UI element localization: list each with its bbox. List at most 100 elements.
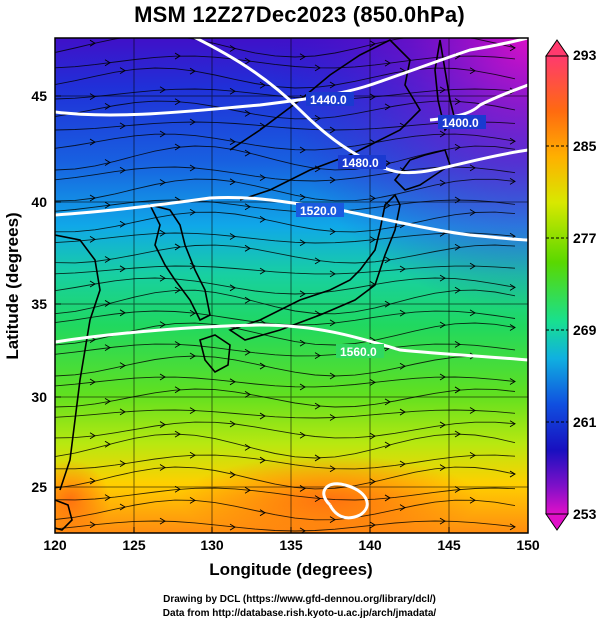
streamline-arrow [174, 286, 181, 294]
streamline-arrow [174, 52, 181, 60]
colorbar-bottom-arrow [545, 513, 569, 531]
streamline-arrow [104, 344, 111, 351]
streamline-arrow [299, 383, 306, 391]
streamline [55, 466, 516, 490]
streamline-arrow [399, 460, 406, 468]
streamline-arrow [174, 243, 181, 251]
streamline-arrow [509, 324, 516, 331]
streamline-arrow [329, 81, 336, 89]
streamline-arrow [439, 421, 446, 429]
streamline [55, 376, 516, 388]
streamline-arrow [509, 137, 516, 145]
streamline [55, 277, 516, 295]
streamline-arrow [259, 456, 266, 464]
credit-drawing: Drawing by DCL (https://www.gfd-dennou.o… [163, 594, 436, 605]
streamline-arrow [229, 45, 236, 52]
streamline [55, 343, 516, 357]
streamline-arrow [104, 440, 111, 448]
streamline-arrow [119, 67, 126, 74]
streamline [55, 289, 516, 315]
streamline-arrow [384, 398, 391, 406]
streamline-arrow [384, 256, 391, 264]
streamline [55, 232, 516, 244]
streamline-arrow [189, 309, 196, 317]
streamline-arrow [104, 201, 111, 209]
contour-1560-local [322, 482, 369, 520]
streamline-arrow [329, 465, 336, 473]
y-axis: 25 30 35 40 45 Latitude (degrees) [3, 88, 61, 495]
streamline-arrow [509, 523, 516, 531]
map-title: MSM 12Z27Dec2023 (850.0hPa) [134, 2, 465, 27]
x-tick-150: 150 [516, 537, 540, 553]
streamline-arrow [329, 270, 336, 278]
streamline-arrow [299, 290, 306, 298]
contour-label-1400: 1400.0 [442, 116, 479, 130]
streamline-arrow [314, 454, 321, 462]
streamline-arrow [439, 274, 446, 282]
streamline-arrow [329, 516, 336, 524]
streamline-arrow [259, 362, 266, 370]
streamline [55, 355, 516, 377]
streamline-arrow [244, 244, 251, 252]
streamline-arrow [244, 203, 251, 211]
streamline [55, 121, 516, 131]
streamline-arrow [299, 339, 306, 347]
colorbar-tick-293: 293 [573, 47, 597, 63]
y-tick-45: 45 [31, 88, 47, 104]
streamline [55, 100, 516, 120]
streamline-arrow [189, 407, 196, 414]
y-tick-30: 30 [31, 389, 47, 405]
streamline [55, 421, 516, 439]
streamline-arrow [369, 378, 376, 386]
streamline-arrow [119, 408, 126, 416]
streamline-arrow [159, 130, 166, 138]
streamline-arrow [244, 486, 251, 494]
streamline-arrow [384, 59, 391, 67]
streamline-arrow [189, 497, 196, 504]
streamline-arrow [314, 115, 321, 122]
streamline-arrow [329, 228, 336, 236]
russia-coastline [229, 39, 422, 201]
streamline [55, 199, 516, 213]
streamline [55, 166, 516, 182]
streamline-arrow [244, 296, 251, 304]
x-axis: 120 125 130 135 140 145 150 Longitude (d… [43, 527, 540, 579]
streamline-arrow [159, 229, 166, 237]
streamline-arrow [244, 390, 251, 398]
streamline-arrow [509, 378, 516, 385]
streamline-arrow [259, 509, 266, 517]
contour-label-1440: 1440.0 [310, 93, 347, 107]
streamline-arrow [509, 420, 516, 428]
colorbar: 293 285 277 269 261 253 [545, 39, 597, 531]
streamline [55, 388, 516, 408]
streamline-arrow [509, 177, 516, 185]
x-tick-135: 135 [279, 537, 303, 553]
streamline-arrow [439, 464, 446, 472]
streamline [55, 433, 516, 459]
streamline-arrow [174, 143, 181, 151]
streamline-arrow [399, 265, 406, 273]
streamline-arrow [244, 109, 251, 117]
streamline-arrow [509, 283, 516, 291]
streamline [55, 244, 516, 264]
streamline-arrow [369, 236, 376, 244]
streamline-arrow [259, 216, 266, 223]
streamline-arrow [369, 93, 376, 101]
streamline-arrow [189, 352, 196, 360]
x-tick-125: 125 [122, 537, 146, 553]
streamline-arrow [259, 267, 266, 275]
streamline-arrow [89, 235, 96, 243]
streamline-arrow [329, 372, 336, 380]
streamline-arrow [454, 430, 461, 438]
streamline-arrow [119, 265, 126, 273]
streamline-arrow [119, 362, 126, 370]
streamline-arrow [469, 209, 476, 216]
streamline-arrow [469, 451, 476, 459]
y-axis-title: Latitude (degrees) [3, 212, 22, 359]
streamline-arrow [119, 122, 126, 130]
streamline-arrow [229, 471, 236, 479]
streamline-arrow [314, 64, 321, 72]
streamline-arrow [329, 126, 336, 134]
streamline-arrow [439, 517, 446, 525]
